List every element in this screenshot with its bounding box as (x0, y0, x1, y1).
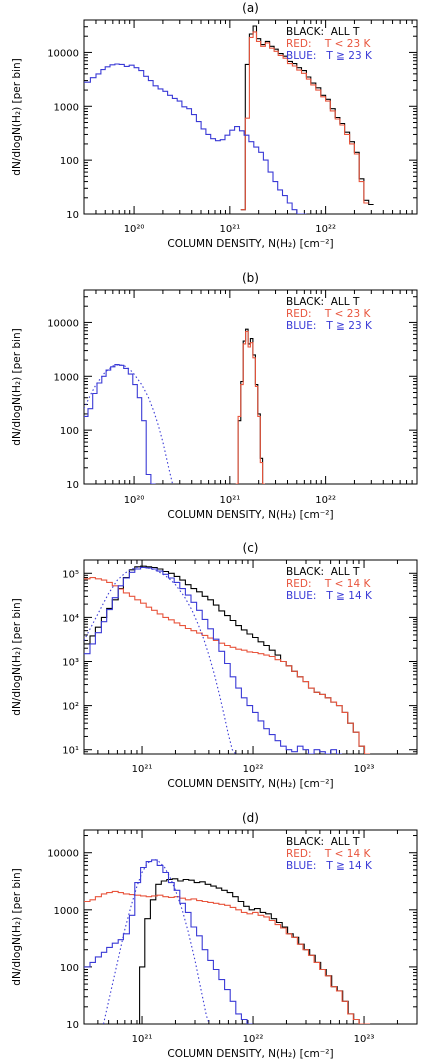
y-tick-label: 10 (66, 210, 79, 221)
series-group (84, 565, 371, 754)
series-group (84, 858, 371, 1024)
y-tick-label: 10000 (47, 849, 79, 860)
legend-entry: BLACK: ALL T (286, 296, 360, 308)
legend-entry: BLUE: T ≧ 23 K (286, 50, 373, 62)
legend-entry: RED: T < 14 K (286, 578, 371, 590)
legend-entry: BLACK: ALL T (286, 26, 360, 38)
y-tick-label: 100 (60, 426, 79, 437)
series-line (84, 63, 307, 214)
x-axis-label: COLUMN DENSITY, N(H₂) [cm⁻²] (167, 509, 333, 521)
x-tick-label: 10²³ (354, 1034, 375, 1045)
series-line (240, 31, 369, 211)
series-group (84, 25, 374, 214)
fit-curve (84, 364, 174, 484)
legend-entry: BLUE: T ≧ 14 K (286, 860, 373, 872)
legend-entry: BLUE: T ≧ 23 K (286, 320, 373, 332)
x-axis-label: COLUMN DENSITY, N(H₂) [cm⁻²] (167, 238, 333, 250)
y-tick-label: 10³ (62, 658, 79, 669)
panel-label: (b) (242, 271, 259, 285)
series-group (84, 328, 265, 484)
series-line (84, 577, 371, 754)
panel-label: (d) (242, 811, 259, 825)
x-tick-label: 10²¹ (132, 764, 153, 775)
y-tick-label: 10 (66, 480, 79, 491)
y-tick-label: 10 (66, 1020, 79, 1031)
legend-entry: RED: T < 23 K (286, 308, 371, 320)
x-tick-label: 10²² (315, 495, 336, 506)
y-tick-label: 100 (60, 156, 79, 167)
plot-frame (83, 559, 418, 755)
x-tick-label: 10²² (315, 224, 336, 235)
x-tick-label: 10²¹ (219, 495, 240, 506)
plot-frame (83, 19, 418, 215)
x-tick-label: 10²⁰ (124, 495, 145, 506)
y-tick-label: 10¹ (62, 746, 79, 757)
series-line (84, 566, 343, 754)
series-line (134, 878, 370, 1024)
legend-entry: BLUE: T ≧ 14 K (286, 590, 373, 602)
y-axis-label: dN/dlogN(H₂) [per bin] (11, 868, 23, 985)
x-tick-label: 10²¹ (132, 1034, 153, 1045)
series-line (84, 890, 371, 1024)
x-tick-label: 10²⁰ (124, 224, 145, 235)
x-tick-label: 10²¹ (219, 224, 240, 235)
x-tick-label: 10²³ (354, 764, 375, 775)
panel-label: (a) (242, 1, 259, 15)
y-tick-label: 1000 (54, 102, 79, 113)
series-line (84, 364, 156, 484)
plot-frame (83, 289, 418, 485)
fit-curve (102, 858, 210, 1024)
y-tick-label: 10⁴ (62, 613, 79, 624)
panel-label: (c) (243, 541, 259, 555)
x-axis-label: COLUMN DENSITY, N(H₂) [cm⁻²] (167, 778, 333, 790)
y-tick-label: 100 (60, 963, 79, 974)
y-tick-label: 10000 (47, 318, 79, 329)
legend-entry: BLACK: ALL T (286, 566, 360, 578)
legend-entry: RED: T < 14 K (286, 848, 371, 860)
series-line (84, 859, 253, 1024)
legend-entry: RED: T < 23 K (286, 38, 371, 50)
y-tick-label: 1000 (54, 372, 79, 383)
fit-curve (84, 566, 237, 754)
series-line (235, 330, 265, 484)
y-tick-label: 1000 (54, 906, 79, 917)
y-axis-label: dN/dlogN(H₂) [per bin] (11, 328, 23, 445)
y-tick-label: 10⁵ (62, 569, 79, 580)
x-tick-label: 10²² (243, 764, 264, 775)
x-axis-label: COLUMN DENSITY, N(H₂) [cm⁻²] (167, 1048, 333, 1060)
y-tick-label: 10² (62, 702, 79, 713)
legend-entry: BLACK: ALL T (286, 836, 360, 848)
y-tick-label: 10000 (47, 48, 79, 59)
x-tick-label: 10²² (243, 1034, 264, 1045)
y-axis-label: dN/dlogN(H₂) [per bin] (11, 598, 23, 715)
y-axis-label: dN/dlogN(H₂) [per bin] (11, 58, 23, 175)
